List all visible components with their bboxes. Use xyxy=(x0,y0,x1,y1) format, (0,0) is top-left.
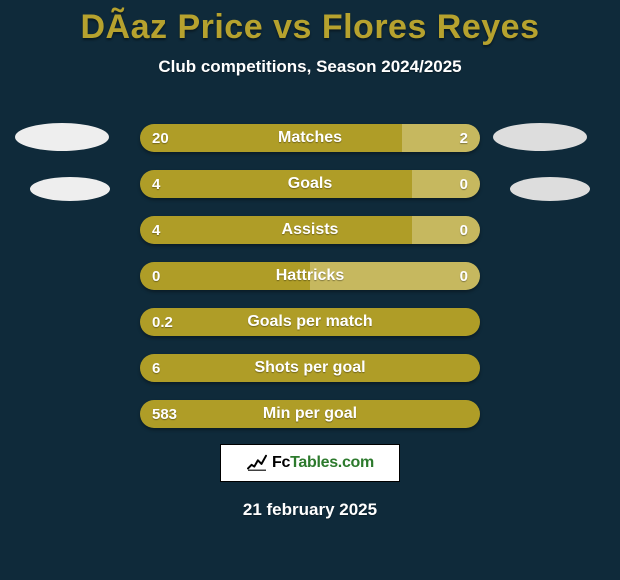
stat-bar-left-segment: 0 xyxy=(140,262,310,290)
stat-left-value: 0.2 xyxy=(140,314,185,331)
stat-right-value: 0 xyxy=(448,268,480,285)
stat-bar-left-segment: 4 xyxy=(140,170,412,198)
stat-right-value: 0 xyxy=(448,222,480,239)
logo-text-before: Fc xyxy=(272,454,290,471)
date-label: 21 february 2025 xyxy=(0,500,620,520)
left-team-oval xyxy=(15,123,109,151)
subtitle: Club competitions, Season 2024/2025 xyxy=(0,57,620,77)
stat-bar: 00Hattricks xyxy=(140,262,480,290)
stat-left-value: 20 xyxy=(140,130,181,147)
stat-bar: 202Matches xyxy=(140,124,480,152)
stat-bar-right-segment: 0 xyxy=(412,216,480,244)
stat-bar-right-segment: 0 xyxy=(310,262,480,290)
stat-right-value: 2 xyxy=(448,130,480,147)
stat-bar: 583Min per goal xyxy=(140,400,480,428)
comparison-infographic: DÃ­az Price vs Flores Reyes Club competi… xyxy=(0,0,620,580)
stat-bar-left-segment: 4 xyxy=(140,216,412,244)
right-team-oval xyxy=(510,177,590,201)
stat-left-value: 4 xyxy=(140,176,172,193)
stat-bar: 0.2Goals per match xyxy=(140,308,480,336)
comparison-bars: 202Matches40Goals40Assists00Hattricks0.2… xyxy=(140,124,480,446)
stat-left-value: 0 xyxy=(140,268,172,285)
stat-bar: 6Shots per goal xyxy=(140,354,480,382)
spark-icon xyxy=(246,454,268,472)
fctables-logo: FcTables.com xyxy=(220,444,400,482)
stat-bar: 40Goals xyxy=(140,170,480,198)
page-title: DÃ­az Price vs Flores Reyes xyxy=(0,0,620,47)
stat-left-value: 6 xyxy=(140,360,172,377)
stat-bar-left-segment: 583 xyxy=(140,400,480,428)
left-team-oval xyxy=(30,177,110,201)
stat-right-value: 0 xyxy=(448,176,480,193)
stat-bar-left-segment: 20 xyxy=(140,124,402,152)
logo-text-after: Tables.com xyxy=(290,454,374,471)
stat-bar-right-segment: 2 xyxy=(402,124,480,152)
stat-bar-left-segment: 6 xyxy=(140,354,480,382)
stat-bar-left-segment: 0.2 xyxy=(140,308,480,336)
stat-bar-right-segment: 0 xyxy=(412,170,480,198)
stat-bar: 40Assists xyxy=(140,216,480,244)
stat-left-value: 583 xyxy=(140,406,189,423)
right-team-oval xyxy=(493,123,587,151)
stat-left-value: 4 xyxy=(140,222,172,239)
